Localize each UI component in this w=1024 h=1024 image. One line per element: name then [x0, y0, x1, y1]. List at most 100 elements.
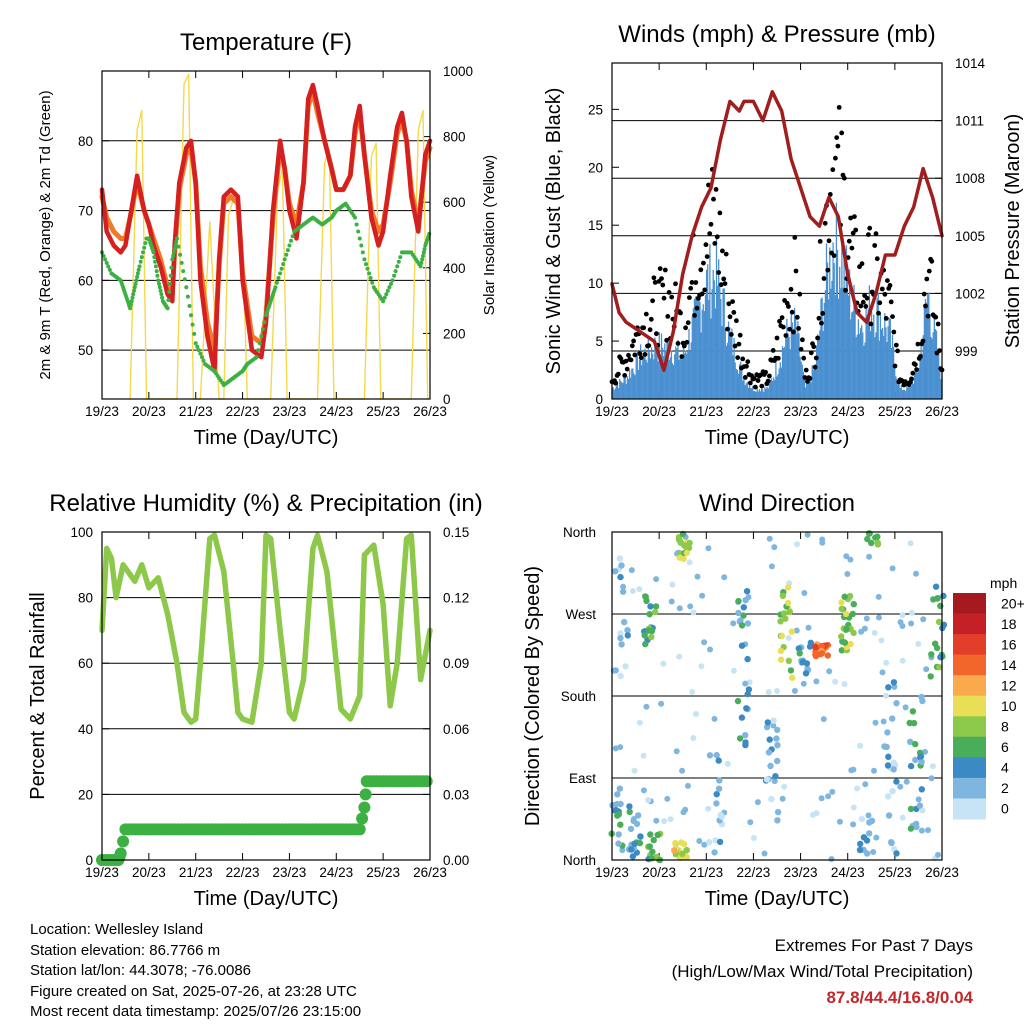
gust-point: [730, 299, 735, 304]
direction-point: [909, 708, 917, 715]
td-point: [169, 265, 174, 270]
direction-point: [928, 775, 935, 782]
direction-point: [645, 797, 652, 804]
direction-point: [919, 807, 926, 814]
gust-point: [891, 329, 897, 335]
direction-point: [615, 831, 622, 838]
direction-point: [779, 592, 787, 599]
direction-point: [742, 680, 749, 687]
direction-point: [841, 639, 849, 646]
gust-point: [711, 196, 716, 202]
td-point: [279, 266, 284, 271]
td-point: [357, 236, 362, 241]
gust-point: [673, 281, 678, 287]
gust-point: [920, 338, 926, 344]
gust-point: [689, 280, 695, 285]
gust-point: [712, 241, 718, 246]
direction-point: [649, 848, 656, 855]
td-point: [165, 306, 170, 311]
td-point: [281, 262, 286, 267]
gust-point: [843, 287, 848, 293]
direction-point: [713, 791, 720, 798]
direction-point: [652, 603, 660, 610]
x-tick-label: 23/23: [273, 865, 307, 880]
direction-point: [774, 726, 781, 734]
gust-point: [770, 348, 776, 353]
direction-point: [813, 678, 820, 685]
gust-point: [659, 276, 664, 281]
direction-point: [771, 544, 778, 551]
direction-point: [780, 610, 788, 617]
gust-point: [723, 251, 729, 257]
direction-point: [642, 593, 649, 601]
direction-point: [880, 718, 887, 725]
td-point: [167, 281, 172, 286]
x-tick-label: 25/23: [366, 404, 400, 419]
direction-point: [843, 626, 850, 633]
direction-point: [850, 804, 857, 811]
td-point: [368, 276, 373, 280]
gust-point: [714, 234, 720, 240]
td-point: [128, 306, 133, 311]
direction-point: [862, 781, 869, 788]
direction-point: [676, 653, 683, 660]
direction-point: [744, 655, 751, 663]
gust-point: [753, 384, 758, 390]
x-tick-label: 19/23: [595, 404, 629, 419]
gust-point: [684, 339, 690, 345]
y2-tick-label: 1005: [955, 229, 985, 244]
direction-point: [868, 539, 875, 547]
y-tick-label: 20: [588, 160, 603, 175]
gust-point: [736, 341, 742, 347]
direction-point: [611, 568, 619, 575]
precip-point: [117, 835, 130, 848]
direction-point: [770, 722, 777, 729]
gust-point: [835, 143, 841, 149]
x-tick-label: 23/23: [784, 404, 818, 419]
td-point: [157, 281, 161, 286]
direction-point: [651, 608, 659, 616]
y2-tick-label: 200: [443, 326, 466, 341]
td-point: [390, 278, 395, 283]
td-point: [398, 255, 403, 260]
direction-point: [907, 762, 915, 770]
direction-point: [885, 753, 892, 760]
colorbar-label: 0: [1001, 801, 1009, 817]
gust-point: [834, 135, 840, 141]
direction-point: [910, 719, 918, 727]
direction-point: [838, 647, 845, 654]
td-point: [192, 331, 197, 336]
direction-point: [716, 777, 723, 784]
gust-point: [839, 130, 845, 136]
td-point: [174, 240, 179, 244]
direction-point: [619, 847, 626, 854]
direction-point: [937, 654, 944, 661]
gust-point: [623, 358, 629, 364]
direction-point: [781, 783, 788, 790]
colorbar-label: 18: [1001, 616, 1017, 632]
td-point: [356, 229, 361, 234]
gust-point: [793, 268, 799, 274]
td-point: [152, 255, 157, 260]
gust-point: [765, 378, 771, 384]
direction-point: [788, 628, 796, 635]
x-tick-label: 20/23: [132, 865, 166, 880]
direction-point: [668, 598, 675, 605]
td-point: [422, 247, 427, 251]
td-point: [274, 280, 279, 285]
td-point: [393, 269, 398, 274]
gust-point: [801, 355, 807, 361]
gust-point: [849, 245, 855, 251]
td-point: [419, 260, 424, 265]
direction-point: [735, 597, 742, 605]
y-tick-label: 5: [595, 334, 603, 349]
gust-point: [882, 291, 888, 297]
direction-point: [684, 782, 691, 789]
gust-point: [816, 315, 822, 321]
y2-tick-label: 0: [443, 392, 451, 407]
x-tick-label: 19/23: [85, 404, 119, 419]
td-point: [171, 253, 176, 258]
td-point: [176, 244, 181, 249]
direction-point: [640, 787, 647, 794]
gust-point: [737, 332, 743, 338]
